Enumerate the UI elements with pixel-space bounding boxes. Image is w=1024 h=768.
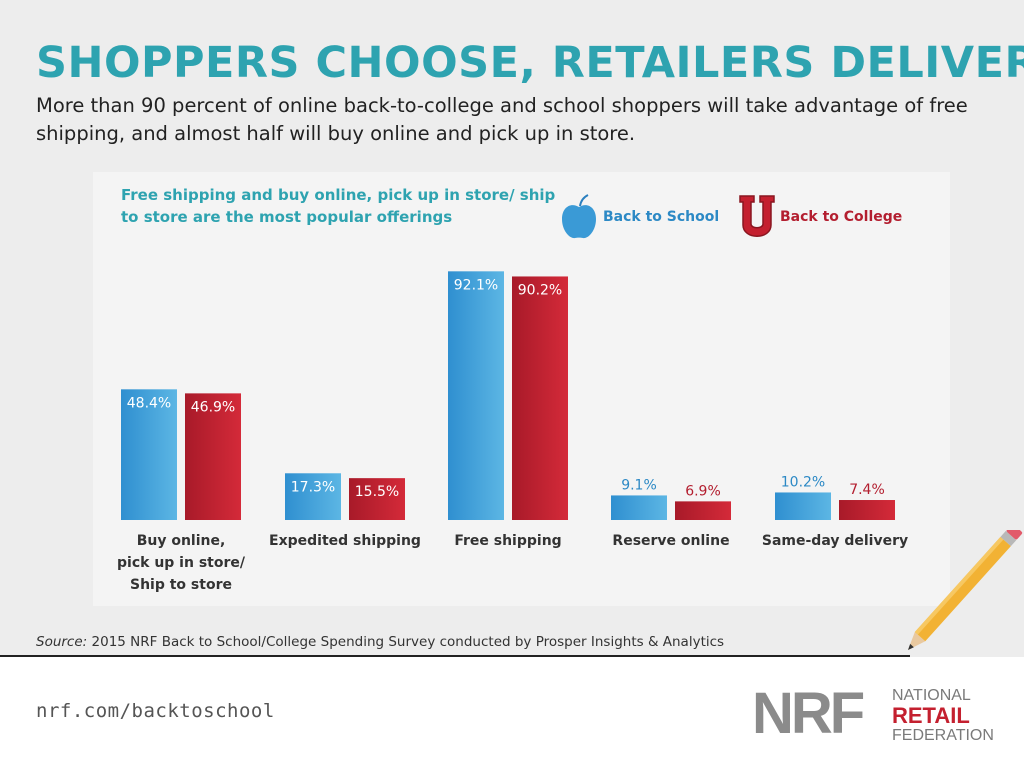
bar-college-4 [839,500,895,520]
bar-school-1 [285,473,341,520]
pencil-icon [908,530,1023,650]
bar-college-3 [675,501,731,520]
chart-title: Free shipping and buy online, pick up in… [121,186,556,226]
category-label-2: Free shipping [454,533,561,549]
data-label-college-1: 15.5% [355,484,399,500]
data-label-school-0: 48.4% [127,395,171,411]
nrf-logo-name: NATIONAL RETAIL FEDERATION [892,687,994,745]
nrf-logo-line2: RETAIL [892,703,970,728]
data-label-school-4: 10.2% [781,474,825,490]
data-label-college-3: 6.9% [685,483,721,499]
category-label-3: Reserve online [612,533,729,549]
source-note: Source: 2015 NRF Back to School/College … [36,634,724,650]
footer: nrf.com/backtoschool NRF NATIONAL RETAIL… [0,657,1024,768]
source-text: 2015 NRF Back to School/College Spending… [87,634,725,650]
page-title: SHOPPERS CHOOSE, RETAILERS DELIVER [36,38,1024,88]
legend-school-label: Back to School [603,209,720,225]
category-label-0: Buy online, pick up in store/Ship to stor… [117,533,246,593]
nrf-logo-line3: FEDERATION [892,727,994,744]
category-label-4: Same-day delivery [762,533,908,549]
nrf-logo-letters: NRF [752,681,865,746]
legend-college-label: Back to College [780,209,903,225]
data-label-college-0: 46.9% [191,399,235,415]
bar-school-4 [775,492,831,520]
data-label-school-2: 92.1% [454,277,498,293]
apple-icon [562,194,596,239]
bar-school-0 [121,389,177,520]
data-label-school-1: 17.3% [291,479,335,495]
source-prefix: Source: [36,634,88,650]
legend-back-to-college: Back to College [738,194,902,240]
bar-college-1 [349,478,405,520]
nrf-logo-line1: NATIONAL [892,687,971,704]
data-label-school-3: 9.1% [621,477,657,493]
chart-panel: 48.4% 46.9% Buy online, pick up in store/Sh… [93,172,950,606]
page-subtitle: More than 90 percent of online back-to-c… [36,94,968,145]
footer-url-link[interactable]: nrf.com/backtoschool [36,700,275,722]
legend-back-to-school: Back to School [559,194,719,240]
bar-college-0 [185,393,241,520]
data-label-college-2: 90.2% [518,282,562,298]
bar-college-2 [512,276,568,520]
footer-divider [0,655,910,657]
bar-school-2 [448,271,504,520]
bar-school-3 [611,495,667,520]
university-u-icon [739,195,775,237]
bar-chart: 48.4% 46.9% Buy online, pick up in store/Sh… [117,271,908,593]
data-label-college-4: 7.4% [849,482,885,498]
category-label-1: Expedited shipping [269,533,421,549]
